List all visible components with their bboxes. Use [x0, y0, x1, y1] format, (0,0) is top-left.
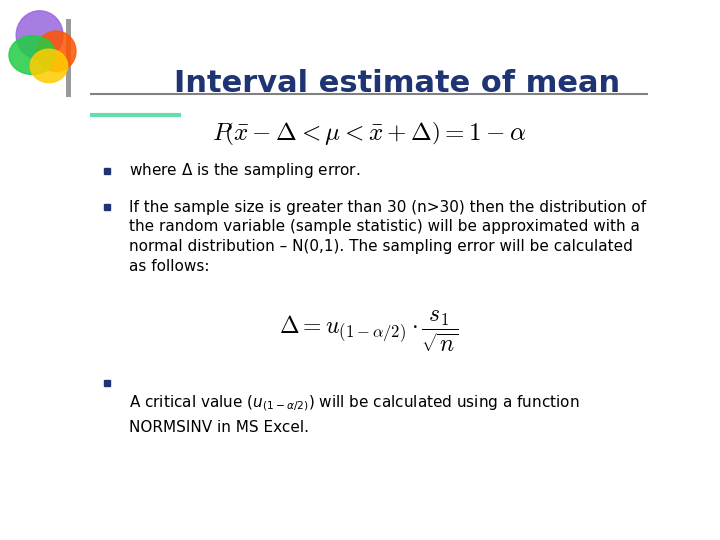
Text: A critical value ($u_{(1-\alpha/2)}$) will be calculated using a function: A critical value ($u_{(1-\alpha/2)}$) wi…: [129, 394, 580, 414]
Text: where $\Delta$ is the sampling error.: where $\Delta$ is the sampling error.: [129, 161, 361, 180]
Text: If the sample size is greater than 30 (n>30) then the distribution of: If the sample size is greater than 30 (n…: [129, 199, 646, 214]
Text: Interval estimate of mean: Interval estimate of mean: [174, 69, 620, 98]
Text: NORMSINV in MS Excel.: NORMSINV in MS Excel.: [129, 420, 309, 435]
Text: the random variable (sample statistic) will be approximated with a: the random variable (sample statistic) w…: [129, 219, 640, 234]
Text: as follows:: as follows:: [129, 259, 210, 274]
Text: $\Delta=u_{(1-\alpha/2)}\cdot\dfrac{s_1}{\sqrt{n}}$: $\Delta=u_{(1-\alpha/2)}\cdot\dfrac{s_1}…: [279, 308, 459, 354]
Text: normal distribution – N(0,1). The sampling error will be calculated: normal distribution – N(0,1). The sampli…: [129, 239, 633, 254]
Text: $P\!\left(\bar{x}-\Delta<\mu<\bar{x}+\Delta\right)=1-\alpha$: $P\!\left(\bar{x}-\Delta<\mu<\bar{x}+\De…: [212, 120, 526, 147]
